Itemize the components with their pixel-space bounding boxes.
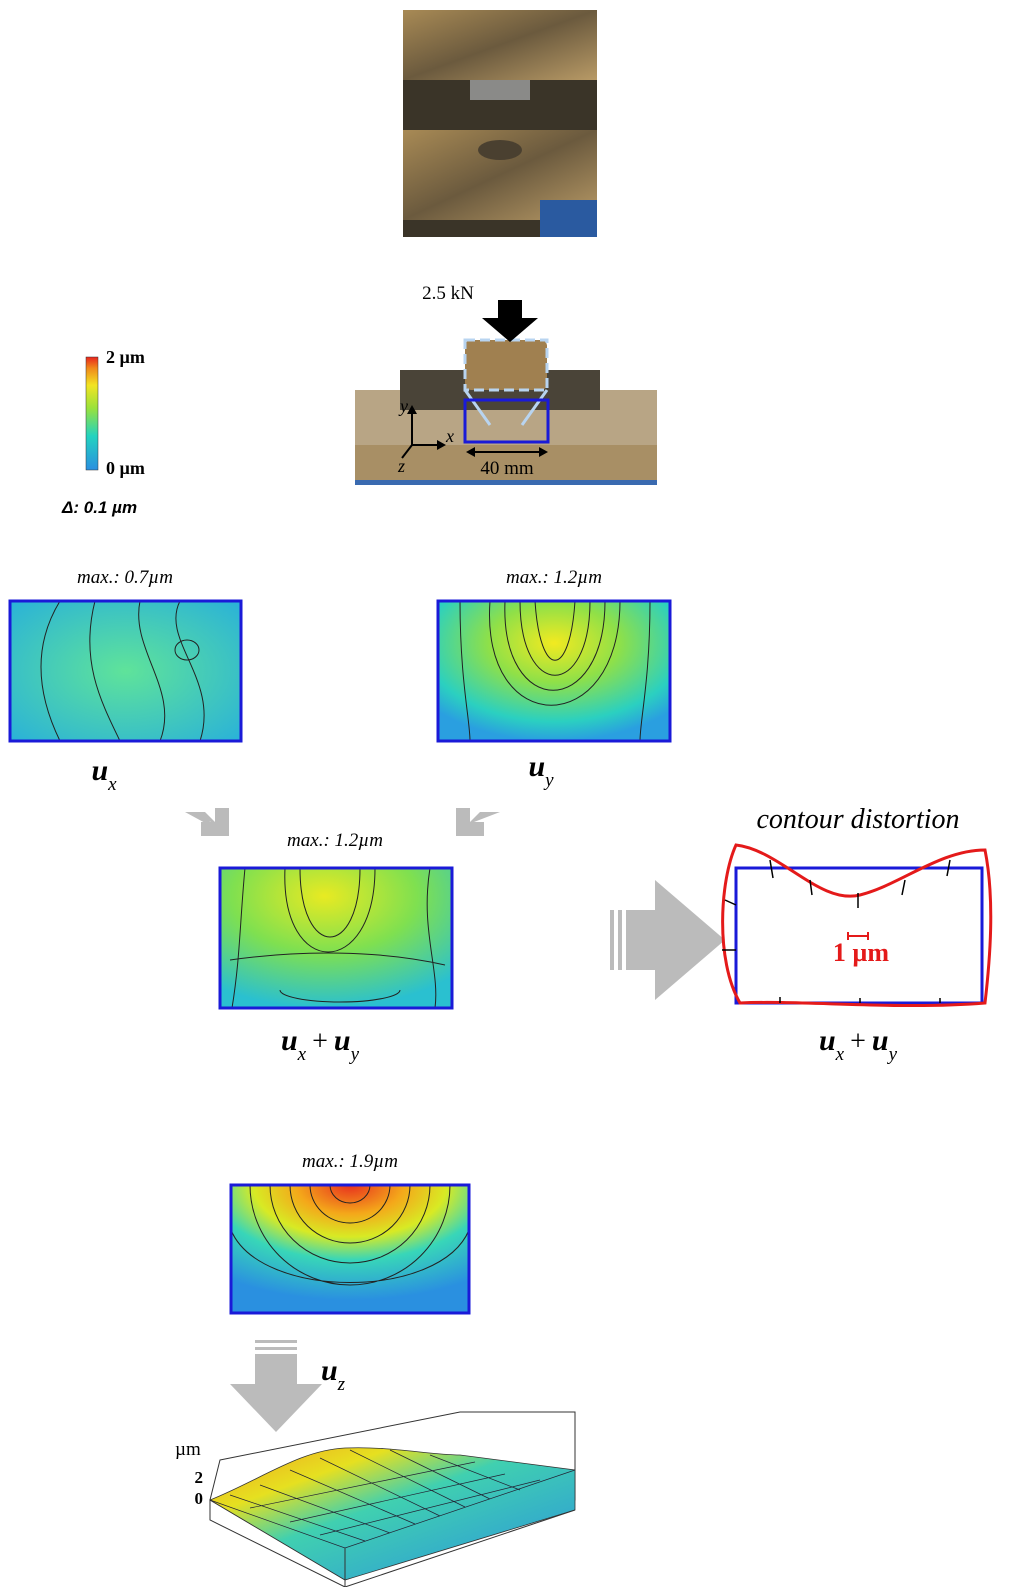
surface-plot: µm 2 0 (175, 1412, 575, 1587)
subscript: y (887, 1044, 898, 1065)
distortion-title: contour distortion (756, 804, 959, 835)
symbol: u (819, 1024, 836, 1057)
math-label: ux+uy (819, 1024, 898, 1065)
panel-title: max.: 1.2µm (287, 830, 383, 851)
panel-uz (231, 1185, 469, 1313)
axis-z-label: z (397, 456, 405, 476)
panel-uy (438, 601, 670, 741)
merge-arrow (185, 808, 229, 836)
colorbar-step: Δ: 0.1 µm (61, 498, 137, 517)
surface-tick: 2 (195, 1468, 204, 1487)
math-label: ux (91, 754, 117, 795)
symbol: u (91, 754, 108, 787)
press-photo (403, 10, 597, 237)
symbol: u (281, 1024, 298, 1057)
subscript: z (337, 1374, 346, 1395)
panel-title: max.: 1.9µm (302, 1151, 398, 1172)
axis-y-label: y (398, 396, 408, 416)
operator: + (312, 1026, 328, 1057)
subscript: x (107, 774, 117, 795)
force-label: 2.5 kN (422, 283, 474, 304)
symbol: u (334, 1024, 351, 1057)
result-arrow (610, 880, 725, 1000)
setup-photo: 2.5 kN y x z 40 mm (355, 283, 657, 485)
symbol: u (528, 750, 545, 783)
colorbar-min: 0 µm (106, 458, 145, 478)
surface-tick: 0 (195, 1489, 204, 1508)
operator: + (850, 1026, 866, 1057)
panel-title: max.: 1.2µm (506, 567, 602, 588)
panel-uxy (220, 868, 452, 1008)
contour-distortion: contour distortion 1 µm (722, 804, 991, 1006)
down-arrow (230, 1340, 322, 1432)
subscript: x (835, 1044, 845, 1065)
subscript: y (543, 770, 554, 791)
figure: 2.5 kN y x z 40 mm 2 µm 0 µm Δ: 0.1 µm c… (0, 0, 1009, 1587)
symbol: u (321, 1354, 338, 1387)
subscript: y (349, 1044, 360, 1065)
colorbar: 2 µm 0 µm Δ: 0.1 µm (61, 347, 145, 517)
panel-ux (10, 601, 241, 741)
merge-arrow (456, 808, 500, 836)
math-label: uz (321, 1354, 346, 1395)
symbol: u (872, 1024, 889, 1057)
subscript: x (297, 1044, 307, 1065)
math-label: uy (528, 750, 554, 791)
colorbar-max: 2 µm (106, 347, 145, 367)
axis-x-label: x (445, 426, 454, 446)
panel-title: max.: 0.7µm (77, 567, 173, 588)
width-label: 40 mm (480, 458, 534, 479)
surface-unit: µm (175, 1439, 201, 1460)
math-label: ux+uy (281, 1024, 360, 1065)
scale-label: 1 µm (833, 938, 889, 967)
